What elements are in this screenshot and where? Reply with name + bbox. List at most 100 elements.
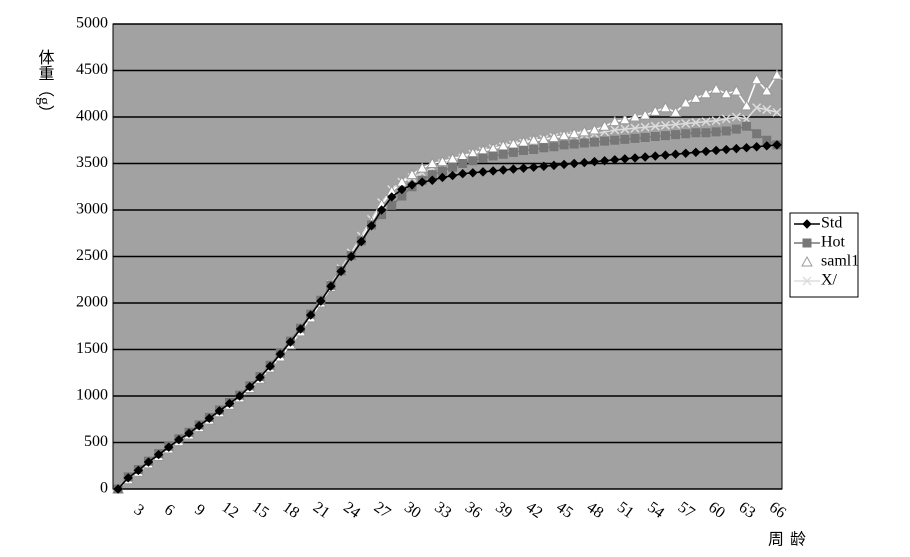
point xyxy=(802,276,812,286)
point xyxy=(671,130,681,140)
point xyxy=(447,170,458,181)
point xyxy=(679,97,692,108)
point xyxy=(518,163,529,173)
point xyxy=(731,143,742,154)
point xyxy=(316,296,326,306)
point xyxy=(406,168,418,180)
point xyxy=(569,158,579,169)
point xyxy=(771,69,783,80)
x-tick-label: 18 xyxy=(279,499,302,522)
point xyxy=(508,164,519,174)
point xyxy=(417,177,427,187)
point xyxy=(721,144,731,155)
point xyxy=(427,175,438,185)
point xyxy=(579,138,589,148)
point xyxy=(691,118,701,128)
point xyxy=(346,251,356,262)
point xyxy=(629,110,641,122)
point xyxy=(366,221,377,231)
point xyxy=(640,132,650,142)
point xyxy=(559,159,569,170)
point xyxy=(711,145,721,156)
point xyxy=(305,310,316,320)
point xyxy=(620,154,630,164)
point xyxy=(701,117,711,127)
point xyxy=(356,236,367,247)
point xyxy=(610,125,620,135)
point xyxy=(639,109,652,120)
point xyxy=(681,118,691,129)
point xyxy=(113,484,123,494)
point xyxy=(204,413,215,424)
x-tick-label: 45 xyxy=(553,499,576,522)
point xyxy=(762,141,772,151)
point xyxy=(701,146,711,157)
point xyxy=(295,324,306,334)
point xyxy=(681,129,691,139)
point xyxy=(802,219,812,229)
x-tick-label: 30 xyxy=(401,499,424,522)
point xyxy=(801,255,813,267)
point xyxy=(691,147,701,158)
point xyxy=(802,238,812,248)
point xyxy=(772,140,782,150)
point xyxy=(164,442,174,452)
point xyxy=(589,137,599,147)
point xyxy=(599,156,610,166)
point xyxy=(153,449,164,460)
point xyxy=(669,106,682,117)
y-tick-label: 4500 xyxy=(76,61,108,78)
point xyxy=(750,73,763,85)
point xyxy=(387,200,397,210)
point xyxy=(700,87,712,99)
point xyxy=(184,428,194,438)
point xyxy=(701,128,711,138)
point xyxy=(488,166,498,176)
x-tick-label: 48 xyxy=(584,499,607,522)
point xyxy=(407,180,417,190)
point xyxy=(608,115,621,127)
point xyxy=(730,84,743,96)
point xyxy=(376,205,387,215)
legend-label: Std xyxy=(821,215,842,232)
point xyxy=(660,120,670,130)
point xyxy=(742,121,752,131)
x-tick-label: 6 xyxy=(161,501,177,520)
point xyxy=(721,126,731,136)
legend-label: X/ xyxy=(821,272,838,289)
point xyxy=(649,105,662,116)
point xyxy=(457,169,468,179)
point xyxy=(691,128,701,138)
point xyxy=(720,87,733,99)
x-tick-label: 12 xyxy=(219,499,242,522)
point xyxy=(772,107,782,117)
point xyxy=(488,151,498,161)
point xyxy=(620,134,630,144)
point xyxy=(589,156,600,167)
y-tick-label: 1000 xyxy=(76,387,108,404)
point xyxy=(610,155,620,165)
point xyxy=(468,156,478,166)
point xyxy=(650,151,661,161)
y-tick-label: 3500 xyxy=(76,154,108,171)
point xyxy=(741,114,752,124)
point xyxy=(760,84,773,96)
point xyxy=(630,153,640,163)
point xyxy=(214,406,225,416)
x-tick-label: 42 xyxy=(523,499,546,522)
point xyxy=(610,135,620,145)
point xyxy=(630,123,640,133)
point xyxy=(527,134,540,145)
point xyxy=(650,132,660,142)
point xyxy=(478,167,488,177)
point xyxy=(539,143,549,153)
point xyxy=(387,192,397,202)
point xyxy=(326,281,336,291)
point xyxy=(539,161,549,171)
point xyxy=(740,99,753,111)
point xyxy=(448,162,458,172)
point xyxy=(660,131,670,141)
legend-label: saml1 xyxy=(821,253,859,270)
y-tick-label: 2500 xyxy=(76,247,108,264)
point xyxy=(660,150,671,160)
